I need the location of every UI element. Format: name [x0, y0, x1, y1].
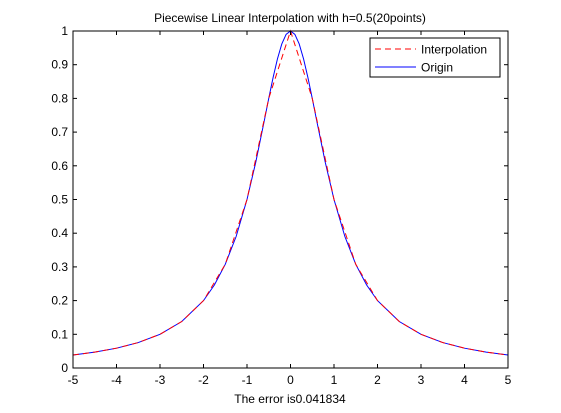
y-tick-label: 0.2	[51, 294, 68, 308]
y-tick-label: 1	[61, 24, 68, 38]
x-tick-label: 5	[505, 373, 512, 387]
x-tick-label: 1	[331, 373, 338, 387]
x-tick-label: 2	[374, 373, 381, 387]
tick-layer: -5 -4 -3 -2 -1 0 1 2 3 4 5 0 0.1 0.2 0.3 0.4 0.5 0.6 0.7 0.…	[51, 24, 511, 387]
x-tick-label: 0	[287, 373, 294, 387]
x-tick-label: 3	[418, 373, 425, 387]
y-tick-label: 0.9	[51, 58, 68, 72]
x-tick-label: 4	[461, 373, 468, 387]
y-tick-label: 0.4	[51, 226, 68, 240]
x-tick-label: -2	[198, 373, 209, 387]
legend-label-origin: Origin	[421, 61, 453, 75]
plot-frame	[72, 30, 509, 369]
y-tick-label: 0	[61, 361, 68, 375]
legend-box	[369, 37, 501, 78]
chart-title: Piecewise Linear Interpolation with h=0.…	[154, 11, 426, 25]
y-tick-label: 0.6	[51, 159, 68, 173]
x-tick-label: -5	[68, 373, 79, 387]
y-tick-label: 0.5	[51, 193, 68, 207]
x-tick-label: -4	[111, 373, 122, 387]
legend: Interpolation Origin	[369, 37, 501, 78]
x-tick-label: -1	[242, 373, 253, 387]
x-axis-label: The error is0.041834	[234, 392, 346, 406]
plot-area	[73, 31, 508, 368]
y-tick-label: 0.7	[51, 125, 68, 139]
y-tick-label: 0.8	[51, 91, 68, 105]
x-tick-label: -3	[155, 373, 166, 387]
y-tick-label: 0.3	[51, 260, 68, 274]
legend-label-interpolation: Interpolation	[421, 43, 487, 57]
y-tick-label: 0.1	[51, 327, 68, 341]
